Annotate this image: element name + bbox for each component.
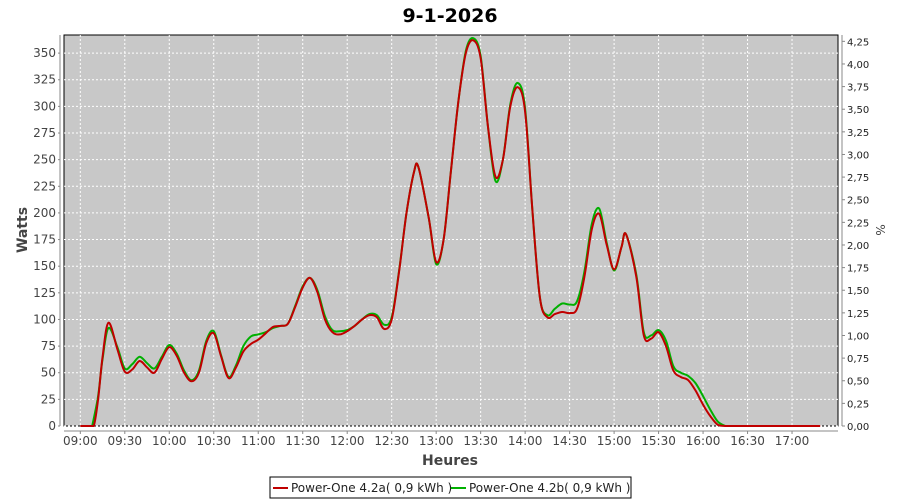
y2-tick-label: 2,25 [847,218,869,229]
y2-tick-label: 0,50 [847,377,869,388]
y2-tick-label: 1,00 [847,331,869,342]
y2-tick-label: 2,75 [847,173,869,184]
y-tick-label: 125 [33,286,56,300]
y-tick-label: 350 [33,46,56,60]
y2-tick-label: 0,00 [847,422,869,433]
y2-tick-label: 4,25 [847,37,869,48]
y2-tick-label: 3,50 [847,105,869,116]
y-tick-label: 50 [41,366,56,380]
y-tick-label: 75 [41,339,56,353]
x-tick-label: 16:00 [686,434,721,448]
y2-tick-label: 4,00 [847,60,869,71]
y-tick-label: 300 [33,99,56,113]
x-tick-label: 10:30 [196,434,231,448]
y2-tick-label: 2,50 [847,196,869,207]
y2-tick-label: 3,75 [847,83,869,94]
y-tick-label: 325 [33,73,56,87]
x-tick-label: 14:00 [508,434,543,448]
y2-tick-label: 3,25 [847,128,869,139]
y2-tick-label: 0,75 [847,354,869,365]
x-tick-label: 13:00 [419,434,454,448]
y-tick-label: 200 [33,206,56,220]
y-tick-label: 150 [33,259,56,273]
x-tick-label: 12:30 [374,434,409,448]
y2-tick-label: 3,00 [847,150,869,161]
x-tick-label: 15:30 [641,434,676,448]
series-line-a [80,39,821,427]
y-tick-label: 175 [33,233,56,247]
x-tick-label: 14:30 [552,434,587,448]
x-tick-label: 17:00 [775,434,810,448]
y-axis-left: 0 25 50 75 100 125 150 175 200 225 250 275 300 325 350 [33,35,61,433]
y-tick-label: 225 [33,179,56,193]
x-tick-label: 09:30 [107,434,142,448]
x-tick-label: 12:00 [330,434,365,448]
y2-tick-label: 1,75 [847,264,869,275]
legend-label-a: Power-One 4.2a( 0,9 kWh ) [291,481,452,495]
plot-area [63,34,839,427]
chart-title: 9-1-2026 [402,5,497,27]
x-axis-label: Heures [422,453,478,469]
legend-box [269,476,632,499]
y2-axis-label: % [873,224,887,235]
x-tick-label: 11:00 [241,434,276,448]
x-tick-label: 16:30 [730,434,765,448]
y-tick-label: 0 [48,419,56,433]
y-axis-label: Watts [15,207,31,253]
y-tick-label: 25 [41,392,56,406]
x-tick-label: 11:30 [285,434,320,448]
x-tick-label: 10:00 [152,434,187,448]
x-tick-label: 13:30 [463,434,498,448]
x-tick-label: 09:00 [63,434,98,448]
legend-label-b: Power-One 4.2b( 0,9 kWh ) [469,481,630,495]
y2-tick-label: 1,50 [847,286,869,297]
y2-tick-label: 2,00 [847,241,869,252]
x-tick-label: 15:00 [597,434,632,448]
legend: Power-One 4.2a( 0,9 kWh ) Power-One 4.2b… [269,476,632,499]
x-axis: 09:00 09:30 10:00 10:30 11:00 11:30 12:00 12:30… [63,430,838,448]
y2-tick-label: 1,25 [847,309,869,320]
grid [64,35,838,427]
y-tick-label: 250 [33,153,56,167]
series-lines [80,37,821,427]
y-tick-label: 100 [33,312,56,326]
y2-tick-label: 0,25 [847,399,869,410]
y-axis-right: 0,00 0,25 0,50 0,75 1,00 1,25 1,50 1,75 2,00 2,25… [841,35,869,433]
y-tick-label: 275 [33,126,56,140]
